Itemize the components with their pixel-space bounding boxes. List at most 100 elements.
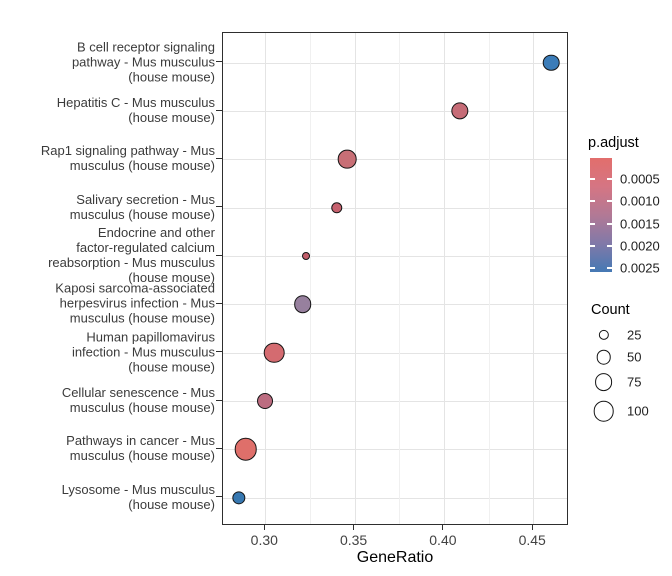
- y-axis-label: Kaposi sarcoma-associated herpesvirus inf…: [0, 281, 215, 326]
- size-legend-circle: [598, 329, 609, 341]
- y-axis-label-line: (house mouse): [128, 270, 215, 286]
- y-axis-label: Hepatitis C - Mus musculus (house mouse): [0, 95, 215, 125]
- gridline-vertical-major: [354, 33, 356, 524]
- x-axis-tick-label: 0.30: [250, 532, 278, 548]
- gridline-horizontal: [223, 497, 567, 499]
- data-point: [231, 490, 246, 505]
- data-point: [257, 393, 274, 409]
- y-axis-label: Rap1 signaling pathway - Mus musculus (ho…: [0, 143, 215, 173]
- x-axis-tick: [531, 525, 533, 530]
- gridline-horizontal: [223, 401, 567, 402]
- x-axis-tick-label: 0.40: [429, 532, 457, 548]
- y-axis-label-line: musculus (house mouse): [69, 310, 215, 326]
- colorbar-tick-left: [590, 267, 595, 270]
- y-axis-label-line: musculus (house mouse): [69, 206, 215, 222]
- gridline-horizontal: [223, 352, 567, 354]
- colorbar-tick-right: [607, 178, 612, 180]
- data-point: [302, 252, 311, 260]
- gridline-vertical-major: [265, 33, 267, 524]
- y-axis-label-line: Hepatitis C - Mus musculus: [56, 95, 215, 111]
- y-axis-label-line: pathway - Mus musculus: [71, 54, 215, 70]
- gridline-horizontal: [223, 111, 567, 113]
- gridline-vertical-major: [443, 33, 445, 524]
- size-legend-label: 25: [627, 327, 642, 343]
- y-axis-label-line: musculus (house mouse): [69, 400, 215, 415]
- y-axis-tick: [216, 157, 222, 159]
- y-axis-label-line: (house mouse): [128, 359, 215, 375]
- size-legend-circle: [596, 349, 611, 365]
- y-axis-tick: [216, 496, 222, 498]
- gridline-vertical-major: [533, 33, 535, 524]
- y-axis-tick: [216, 109, 222, 111]
- gridline-horizontal: [223, 62, 567, 64]
- y-axis-label: Pathways in cancer - Mus musculus (house …: [0, 433, 215, 463]
- y-axis-label-line: Salivary secretion - Mus: [76, 191, 215, 207]
- x-axis-tick-label: 0.45: [518, 532, 546, 548]
- gridline-horizontal: [223, 304, 567, 306]
- data-point: [234, 438, 257, 461]
- gridline-vertical-minor: [399, 33, 401, 524]
- y-axis-label-line: Lysosome - Mus musculus: [61, 481, 215, 497]
- y-axis-label: Salivary secretion - Mus musculus (house …: [0, 192, 215, 222]
- size-legend-label: 50: [627, 349, 642, 365]
- data-point: [542, 54, 560, 71]
- y-axis-label: Endocrine and other factor-regulated calc…: [0, 225, 215, 285]
- gridline-horizontal: [223, 159, 567, 161]
- y-axis-tick: [216, 206, 222, 208]
- y-axis-tick: [216, 302, 222, 304]
- colorbar-tick-left: [590, 178, 595, 180]
- size-legend-title: Count: [591, 302, 630, 318]
- y-axis-label-line: musculus (house mouse): [69, 448, 215, 464]
- y-axis-label-line: Pathways in cancer - Mus: [66, 433, 215, 449]
- gridline-vertical-minor: [309, 33, 311, 524]
- y-axis-label-line: B cell receptor signaling: [76, 39, 215, 55]
- y-axis-label-line: (house mouse): [128, 496, 215, 512]
- y-axis-label-line: Rap1 signaling pathway - Mus: [40, 143, 215, 159]
- y-axis-tick: [216, 254, 222, 256]
- gridline-horizontal: [223, 449, 567, 451]
- size-legend-label: 100: [627, 403, 649, 419]
- colorbar-tick-left: [590, 222, 595, 225]
- y-axis-label: B cell receptor signaling pathway - Mus m…: [0, 39, 215, 84]
- y-axis-label-line: reabsorption - Mus musculus: [48, 255, 215, 271]
- colorbar-tick-left: [590, 244, 595, 247]
- y-axis-label-line: (house mouse): [128, 110, 215, 126]
- data-point: [263, 342, 285, 363]
- x-axis-title: GeneRatio: [356, 549, 434, 566]
- y-axis-label-line: musculus (house mouse): [69, 158, 215, 174]
- data-point: [331, 201, 343, 214]
- colorbar-tick-left: [590, 200, 595, 203]
- x-axis-tick: [353, 525, 355, 530]
- plot-panel: [222, 32, 568, 525]
- y-axis-label-line: Cellular senescence - Mus: [61, 385, 215, 400]
- colorbar-tick-label: 0.0020: [620, 238, 660, 254]
- y-axis-label-line: (house mouse): [128, 69, 215, 85]
- colorbar-tick-label: 0.0025: [620, 260, 660, 276]
- data-point: [451, 102, 469, 120]
- y-axis-tick: [216, 447, 222, 449]
- colorbar-tick-label: 0.0010: [620, 193, 660, 209]
- gridline-vertical-minor: [488, 33, 490, 524]
- colorbar-gradient: [590, 158, 612, 272]
- size-legend-circle: [593, 400, 614, 422]
- x-axis-tick: [442, 525, 444, 530]
- size-legend-circle: [594, 373, 613, 391]
- y-axis-label-line: Human papillomavirus: [86, 329, 215, 345]
- data-point: [338, 150, 357, 169]
- y-axis-label-line: Kaposi sarcoma-associated: [55, 280, 215, 296]
- colorbar-tick-label: 0.0015: [620, 216, 660, 232]
- colorbar-tick-right: [607, 244, 612, 247]
- colorbar-tick-right: [607, 222, 612, 225]
- x-axis-tick-label: 0.35: [339, 532, 368, 548]
- color-legend-title: p.adjust: [588, 135, 639, 151]
- gridline-horizontal: [223, 256, 567, 258]
- y-axis-label-line: infection - Mus musculus: [71, 344, 215, 360]
- colorbar-tick-right: [607, 267, 612, 270]
- y-axis-label-line: herpesvirus infection - Mus: [59, 295, 215, 311]
- data-point: [294, 295, 312, 314]
- y-axis-label: Human papillomavirus infection - Mus musc…: [0, 329, 215, 374]
- size-legend-label: 75: [627, 374, 642, 390]
- y-axis-label-line: factor-regulated calcium: [76, 240, 215, 256]
- gridline-horizontal: [223, 207, 567, 209]
